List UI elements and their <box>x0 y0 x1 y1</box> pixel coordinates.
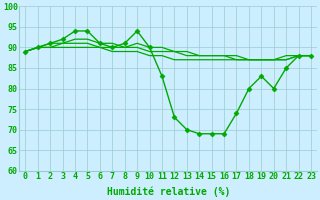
X-axis label: Humidité relative (%): Humidité relative (%) <box>107 187 230 197</box>
